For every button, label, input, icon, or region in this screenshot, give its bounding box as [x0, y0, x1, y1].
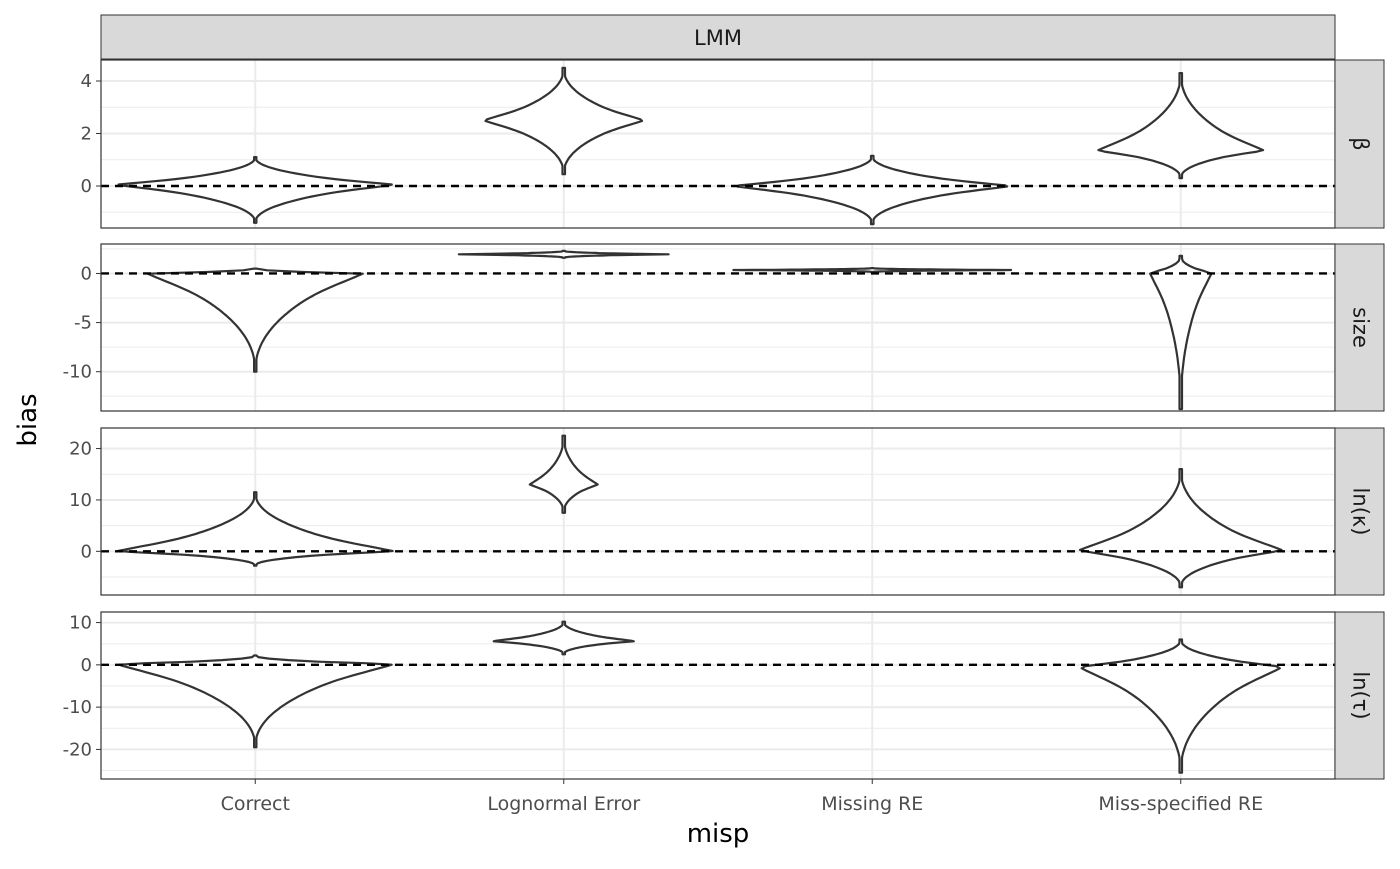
y-tick-label: 4: [81, 71, 92, 92]
y-tick-label: -10: [63, 362, 92, 383]
facet-panel: 0 -5 -10 size: [63, 243, 1385, 412]
violin-shape: [1078, 468, 1283, 589]
y-tick-label: 10: [69, 613, 92, 634]
y-tick-label: 10: [69, 490, 92, 511]
x-axis-title: misp: [687, 819, 750, 849]
panel-background: [101, 244, 1335, 411]
violin-shape: [117, 654, 393, 749]
panel-strip-label: size: [1349, 307, 1373, 348]
y-axis-title: bias: [13, 393, 43, 446]
facet-strip: LMM: [100, 14, 1336, 60]
x-tick-label: Correct: [221, 793, 290, 815]
y-tick-label: -5: [74, 313, 92, 334]
violin-shape: [736, 154, 1009, 226]
violin-shape: [457, 249, 670, 259]
violin-shape: [146, 267, 364, 373]
violin-shape: [492, 620, 635, 656]
panel-strip-label: ln(τ): [1349, 671, 1373, 719]
facet-panel: 10 0 -10 -20 ln(τ): [63, 611, 1385, 780]
x-tick-label: Miss-specified RE: [1098, 793, 1263, 815]
x-tick-label: Lognormal Error: [487, 793, 640, 815]
violin-shape: [1097, 72, 1265, 180]
y-tick-label: 0: [81, 176, 92, 197]
panel-background: [101, 612, 1335, 779]
y-tick-label: 0: [81, 263, 92, 284]
panel-strip: [1334, 611, 1385, 780]
violin-shape: [1149, 254, 1213, 411]
panel-strip: [1334, 427, 1385, 596]
y-tick-label: -10: [63, 697, 92, 718]
violin-shape: [116, 491, 394, 567]
y-tick-label: 2: [81, 124, 92, 145]
panel-strip-label: ln(κ): [1349, 488, 1373, 536]
panel-strip-label: β: [1349, 137, 1373, 150]
facet-title: LMM: [694, 26, 742, 50]
facet-panel: 20 10 0 ln(κ): [69, 427, 1385, 596]
violin-shape: [528, 434, 599, 514]
panel-background: [101, 428, 1335, 595]
violin-shape: [484, 66, 644, 176]
panel-strip: [1334, 243, 1385, 412]
violin-shape: [732, 267, 1013, 274]
violin-shape: [117, 156, 393, 224]
x-tick-label: Missing RE: [821, 793, 923, 815]
violin-shape: [1080, 638, 1281, 774]
panel-strip: [1334, 59, 1385, 229]
facet-panel: 4 2 0 β: [81, 59, 1385, 229]
y-tick-label: 0: [81, 541, 92, 562]
y-tick-label: -20: [63, 739, 92, 760]
y-tick-label: 20: [69, 439, 92, 460]
y-tick-label: 0: [81, 655, 92, 676]
